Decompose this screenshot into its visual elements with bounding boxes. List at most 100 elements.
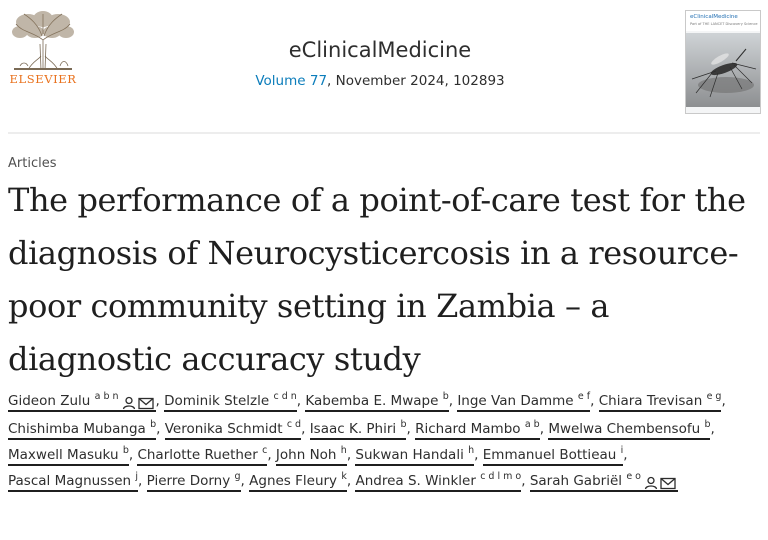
author-affiliation-marks: j <box>135 471 139 482</box>
author-name: Emmanuel Bottieau <box>482 447 617 463</box>
person-icon[interactable] <box>644 475 660 491</box>
elsevier-tree-icon <box>12 11 74 71</box>
author-link[interactable]: Isaac K. Phiri b <box>309 419 407 440</box>
author-link[interactable]: Maxwell Masuku b <box>8 445 129 466</box>
author-separator: , <box>590 393 599 409</box>
author-name: Richard Mambo <box>415 421 521 437</box>
issue-info: , November 2024, 102893 <box>327 73 505 89</box>
header-divider <box>8 132 760 134</box>
cover-header: eClinicalMedicine Part of THE LANCET Dis… <box>686 11 760 31</box>
mosquito-image <box>686 33 760 107</box>
author-separator: , <box>539 421 549 437</box>
author-name: Kabemba E. Mwape <box>305 393 439 409</box>
author-name: Veronika Schmidt <box>164 421 283 437</box>
author-affiliation-marks: b <box>122 445 129 456</box>
article-category: Articles <box>8 156 57 171</box>
author-affiliation-marks: h <box>340 445 347 456</box>
author-name: Pierre Dorny <box>146 473 231 489</box>
author-link[interactable]: Andrea S. Winkler c d l m o <box>355 471 522 492</box>
journal-header: ELSEVIER eClinicalMedicine Volume 77, No… <box>0 0 768 132</box>
article-title: The performance of a point-of-care test … <box>8 181 746 378</box>
author-link[interactable]: Mwelwa Chembensofu b <box>548 419 711 440</box>
author-link[interactable]: Chishimba Mubanga b <box>8 419 157 440</box>
author-separator: , <box>346 473 356 489</box>
author-name: Chishimba Mubanga <box>8 421 146 437</box>
author-affiliation-marks: b <box>150 419 157 430</box>
author-separator: , <box>448 393 458 409</box>
author-name: Maxwell Masuku <box>8 447 119 463</box>
author-affiliation-marks: c d <box>286 419 302 430</box>
author-link[interactable]: Dominik Stelzle c d n <box>164 392 297 412</box>
author-link[interactable]: Sukwan Handali h <box>355 445 475 466</box>
author-link[interactable]: Pierre Dorny g <box>146 471 241 492</box>
author-link[interactable]: Richard Mambo a b <box>415 419 540 440</box>
author-name: Dominik Stelzle <box>164 393 270 409</box>
mail-icon[interactable] <box>660 475 678 491</box>
author-link[interactable]: Veronika Schmidt c d <box>164 419 302 440</box>
author-affiliation-marks: g <box>234 471 241 482</box>
author-affiliation-marks: e f <box>577 391 591 402</box>
author-separator: , <box>128 447 138 463</box>
author-link[interactable]: Inge Van Damme e f <box>457 391 591 412</box>
author-separator: , <box>521 473 530 489</box>
journal-title[interactable]: eClinicalMedicine <box>288 38 472 62</box>
author-name: Chiara Trevisan <box>598 393 703 409</box>
author-affiliation-marks: a b <box>524 419 540 430</box>
cover-subtitle: Part of THE LANCET Discovery Science <box>690 22 758 26</box>
author-affiliation-marks: e o <box>626 471 641 482</box>
author-link[interactable]: Kabemba E. Mwape b <box>305 391 449 412</box>
author-separator: , <box>406 421 416 437</box>
author-separator: , <box>267 447 276 463</box>
person-icon[interactable] <box>122 395 138 411</box>
author-affiliation-marks: i <box>620 445 624 456</box>
author-name: Isaac K. Phiri <box>309 421 397 437</box>
author-link[interactable]: Emmanuel Bottieau i <box>482 445 624 466</box>
author-name: Sarah Gabriël <box>529 473 623 489</box>
author-separator: , <box>240 473 250 489</box>
author-separator: , <box>155 393 165 409</box>
author-link[interactable]: Chiara Trevisan e g <box>598 391 722 412</box>
author-contact-icons <box>122 390 156 416</box>
author-name: Charlotte Ruether <box>137 447 258 463</box>
author-separator: , <box>301 421 310 437</box>
author-contact-icons <box>644 470 678 496</box>
author-name: Pascal Magnussen <box>8 473 132 489</box>
author-separator: , <box>710 421 715 437</box>
author-link[interactable]: John Noh h <box>275 445 347 466</box>
author-separator: , <box>721 393 726 409</box>
author-name: Agnes Fleury <box>249 473 338 489</box>
author-separator: , <box>156 421 165 437</box>
author-affiliation-marks: h <box>468 445 475 456</box>
mail-icon[interactable] <box>137 395 156 411</box>
author-affiliation-marks: b <box>400 419 407 430</box>
journal-cover-image[interactable]: eClinicalMedicine Part of THE LANCET Dis… <box>685 10 761 114</box>
author-name: Inge Van Damme <box>457 393 574 409</box>
author-affiliation-marks: e g <box>706 391 722 402</box>
author-list: Gideon Zulu a b n, Dominik Stelzle c d n… <box>8 388 760 496</box>
author-link[interactable]: Gideon Zulu a b n <box>8 392 156 412</box>
author-name: Gideon Zulu <box>8 393 91 409</box>
elsevier-logo[interactable] <box>8 10 78 92</box>
author-separator: , <box>623 447 628 463</box>
author-link[interactable]: Pascal Magnussen j <box>8 471 139 492</box>
author-link[interactable]: Agnes Fleury k <box>249 471 347 492</box>
author-separator: , <box>346 447 356 463</box>
author-affiliation-marks: k <box>341 471 347 482</box>
volume-link[interactable]: Volume 77 <box>255 73 328 89</box>
author-separator: , <box>474 447 483 463</box>
author-affiliation-marks: c d l m o <box>480 471 522 482</box>
author-separator: , <box>296 393 306 409</box>
volume-line: Volume 77, November 2024, 102893 <box>200 73 560 89</box>
author-name: Mwelwa Chembensofu <box>548 421 701 437</box>
author-link[interactable]: Sarah Gabriël e o <box>529 471 678 492</box>
author-link[interactable]: Charlotte Ruether c <box>137 445 268 466</box>
publisher-logo-text[interactable]: ELSEVIER <box>9 72 77 86</box>
author-affiliation-marks: b <box>704 419 711 430</box>
author-name: Sukwan Handali <box>355 447 464 463</box>
author-separator: , <box>138 473 147 489</box>
author-affiliation-marks: c <box>262 445 268 456</box>
cover-title: eClinicalMedicine <box>690 14 738 20</box>
author-name: Andrea S. Winkler <box>355 473 476 489</box>
author-affiliation-marks: b <box>442 391 449 402</box>
author-name: John Noh <box>275 447 337 463</box>
